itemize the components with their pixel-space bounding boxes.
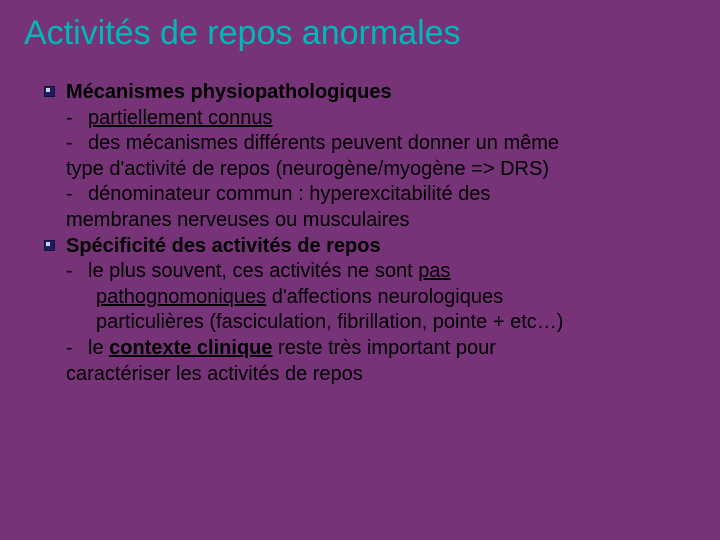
section-1-heading: Mécanismes physiopathologiques — [44, 80, 696, 106]
section-2-item-1-underline-2: pathognomoniques — [96, 286, 266, 308]
section-2-item-1-line2: pathognomoniques d'affections neurologiq… — [44, 285, 696, 311]
section-1-item-3-text-a: dénominateur commun : hyperexcitabilité … — [88, 183, 490, 205]
section-2-heading: Spécificité des activités de repos — [44, 234, 696, 260]
section-2-item-1-underline-1: pas — [418, 260, 450, 282]
bullet-icon — [44, 86, 55, 97]
section-2-item-2-text-a: le — [88, 337, 109, 359]
section-2-item-1-line3: particulières (fasciculation, fibrillati… — [44, 310, 696, 336]
section-1-item-3-text-b: membranes nerveuses ou musculaires — [66, 209, 410, 231]
section-1-item-3-line1: - dénominateur commun : hyperexcitabilit… — [44, 182, 696, 208]
section-1-item-3-line2: membranes nerveuses ou musculaires — [44, 208, 696, 234]
section-2-label: Spécificité des activités de repos — [66, 235, 381, 257]
section-1-item-2-line2: type d'activité de repos (neurogène/myog… — [44, 157, 696, 183]
slide-title: Activités de repos anormales — [24, 14, 461, 53]
section-1-item-1: - partiellement connus — [44, 106, 696, 132]
section-2-item-2-text-b: reste très important pour — [273, 337, 496, 359]
section-2-item-2-line1: - le contexte clinique reste très import… — [44, 336, 696, 362]
section-2-item-1-text-a: le plus souvent, ces activités ne sont — [88, 260, 418, 282]
dash-label: - — [66, 336, 88, 362]
dash-label: - — [66, 182, 88, 208]
section-1-item-2-text-a: des mécanismes différents peuvent donner… — [88, 132, 559, 154]
dash-label: - — [66, 106, 88, 132]
section-1-item-2-text-b: type d'activité de repos (neurogène/myog… — [66, 158, 549, 180]
section-2-item-2-line2: caractériser les activités de repos — [44, 362, 696, 388]
section-2-item-1-line1: - le plus souvent, ces activités ne sont… — [44, 259, 696, 285]
slide-body: Mécanismes physiopathologiques - partiel… — [44, 80, 696, 387]
dash-label: - — [66, 259, 88, 285]
section-1-item-2-line1: - des mécanismes différents peuvent donn… — [44, 131, 696, 157]
section-2-item-1-text-b: d'affections neurologiques — [266, 286, 503, 308]
bullet-icon — [44, 240, 55, 251]
dash-label: - — [66, 131, 88, 157]
section-2-item-2-underline: contexte clinique — [109, 337, 272, 359]
section-1-label: Mécanismes physiopathologiques — [66, 81, 392, 103]
section-2-item-2-text-c: caractériser les activités de repos — [66, 363, 363, 385]
section-1-item-1-text: partiellement connus — [88, 107, 273, 129]
section-2-item-1-text-c: particulières (fasciculation, fibrillati… — [96, 311, 563, 333]
